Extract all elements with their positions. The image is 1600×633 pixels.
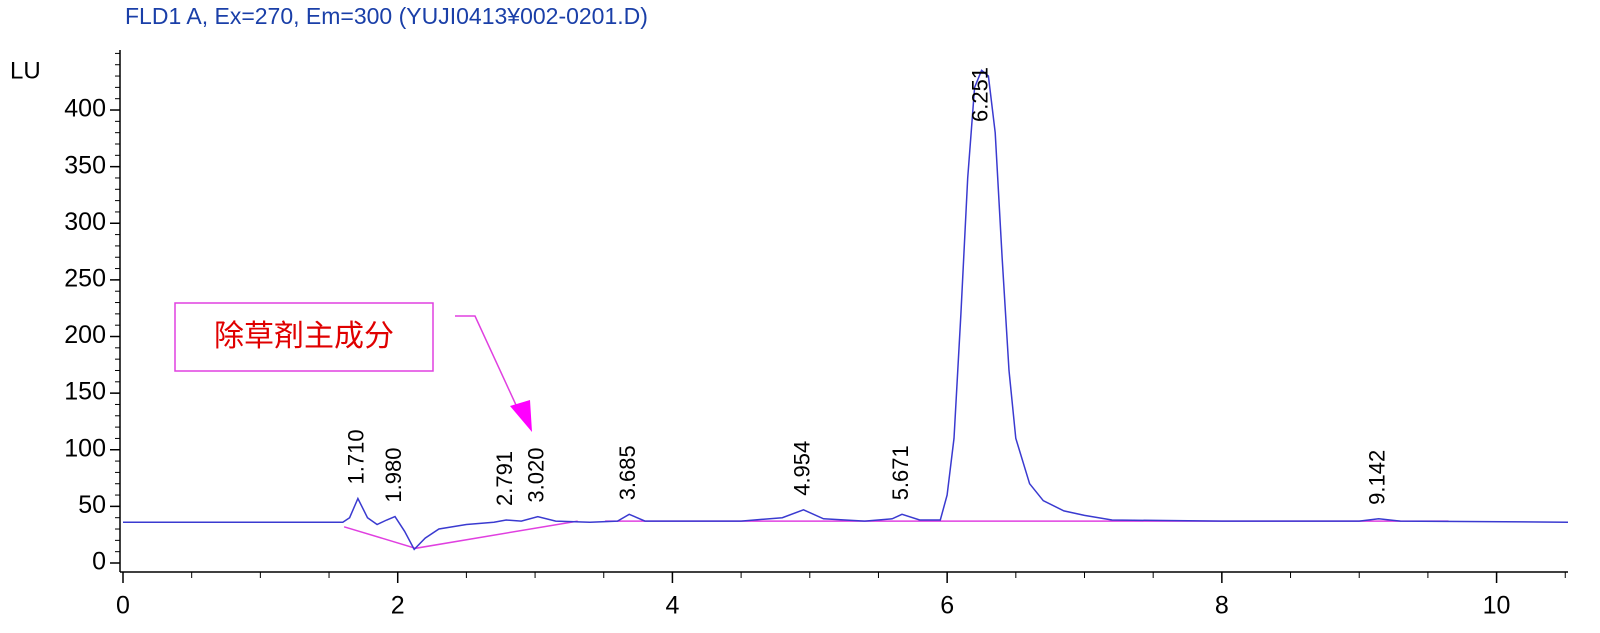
integration-baseline (343, 520, 1449, 550)
peak-label: 3.685 (615, 445, 640, 500)
peak-label: 9.142 (1365, 450, 1390, 505)
trace (123, 69, 1569, 551)
peak-label: 6.251 (967, 67, 992, 122)
peak-label: 2.791 (492, 451, 517, 506)
peak-label: 1.710 (344, 429, 369, 484)
arrow-head (510, 400, 532, 432)
y-tick-label: 150 (64, 378, 106, 406)
peak-label: 4.954 (789, 441, 814, 496)
annotation: 除草剤主成分 (214, 320, 394, 353)
peak-label: 3.020 (524, 448, 549, 503)
y-axis-label: LU (10, 57, 41, 84)
y-tick-label: 350 (64, 151, 106, 179)
peak-label: 1.980 (381, 448, 406, 503)
y-tick-label: 50 (78, 491, 106, 519)
y-tick-label: 400 (64, 95, 106, 123)
x-tick-label: 10 (1483, 592, 1511, 620)
y-tick-label: 200 (64, 321, 106, 349)
x-tick-label: 6 (940, 592, 954, 620)
x-tick-label: 2 (391, 592, 405, 620)
annotation-arrow (455, 315, 523, 419)
annotation-box (174, 302, 434, 372)
x-tick-label: 4 (665, 592, 679, 620)
chart-title: FLD1 A, Ex=270, Em=300 (YUJI0413¥002-020… (125, 3, 648, 29)
y-tick-label: 0 (92, 548, 106, 576)
y-tick-label: 250 (64, 264, 106, 292)
y-tick-label: 100 (64, 434, 106, 462)
y-tick-label: 300 (64, 208, 106, 236)
x-tick-label: 8 (1215, 592, 1229, 620)
peak-label: 5.671 (888, 445, 913, 500)
x-tick-label: 0 (116, 592, 130, 620)
